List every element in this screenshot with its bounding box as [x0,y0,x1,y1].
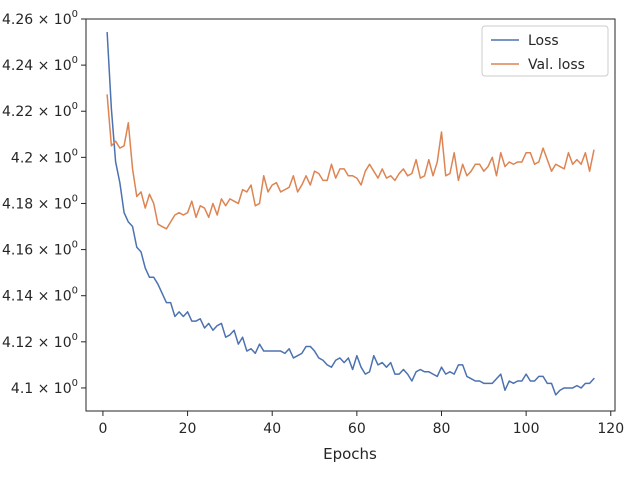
y-tick-label: 4.12 × 100 [2,332,78,351]
x-tick-label: 60 [348,421,366,437]
x-tick-label: 120 [597,421,624,437]
x-tick-label: 40 [263,421,281,437]
x-tick-label: 20 [179,421,197,437]
legend-label: Loss [528,33,559,49]
x-tick-label: 80 [433,421,451,437]
plot-frame [85,18,616,412]
y-tick-label: 4.2 × 100 [11,147,78,166]
x-tick-label: 0 [98,421,107,437]
legend-label: Val. loss [528,57,585,73]
y-axis: 4.1 × 100 4.12 × 100 4.14 × 100 4.16 × 100 4… [2,9,86,397]
y-tick-label: 4.24 × 100 [2,55,78,74]
series-line-val-loss [106,94,595,230]
x-axis: 0 20 40 60 80 100 120 [98,411,624,437]
y-tick-label: 4.18 × 100 [2,193,78,212]
series-line-loss [106,32,595,396]
y-tick-label: 4.26 × 100 [2,9,78,28]
legend: Loss Val. loss [481,25,609,77]
y-tick-label: 4.16 × 100 [2,240,78,259]
y-tick-label: 4.1 × 100 [11,378,78,397]
y-tick-label: 4.14 × 100 [2,286,78,305]
y-tick-label: 4.22 × 100 [2,101,78,120]
x-tick-label: 100 [513,421,540,437]
x-axis-label: Epochs [323,445,377,463]
plot-area [85,18,616,412]
